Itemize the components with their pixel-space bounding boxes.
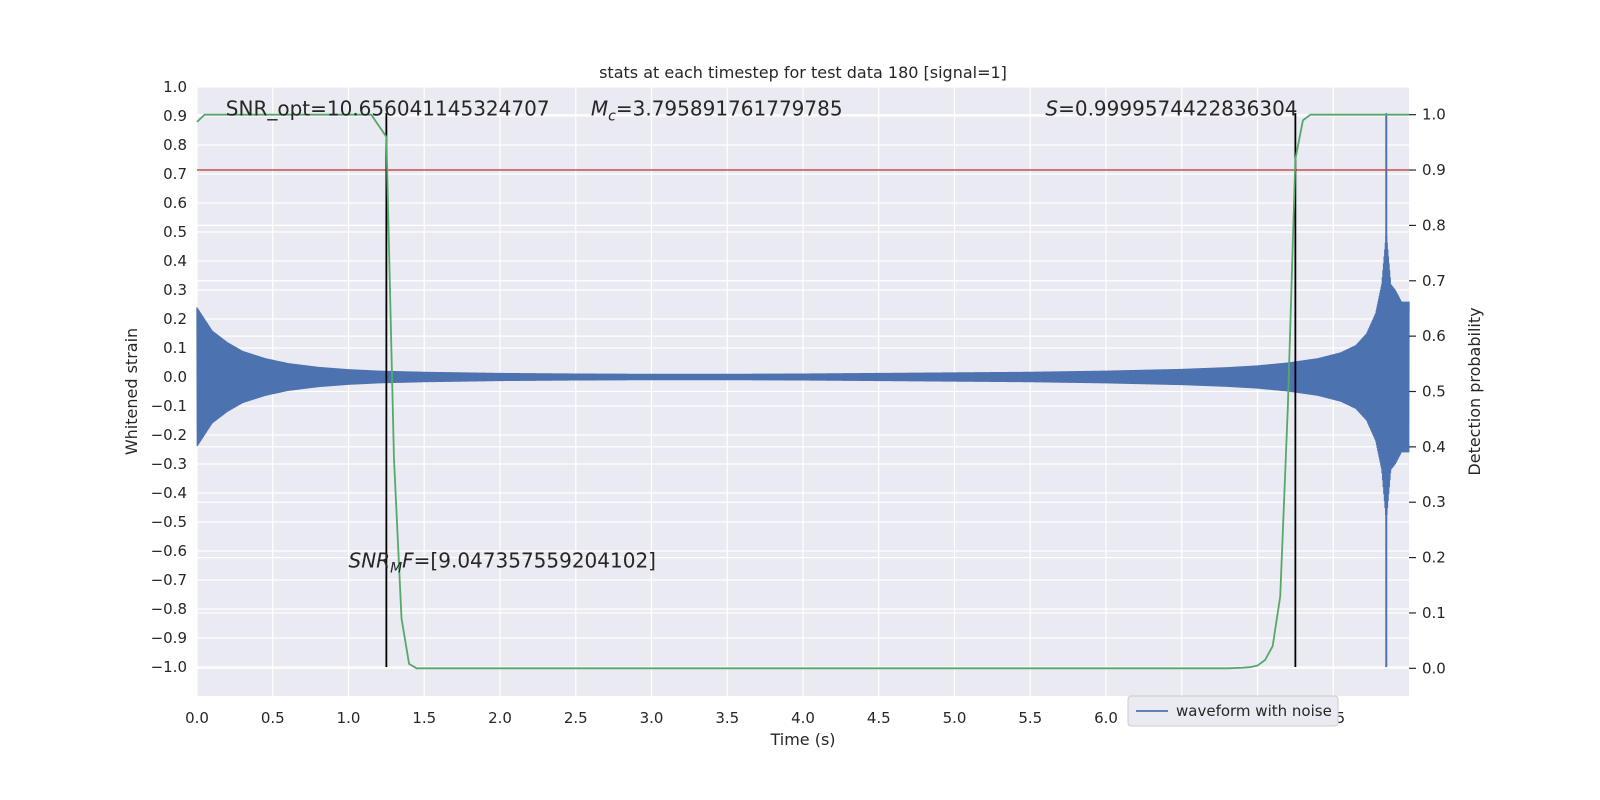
annotation-text: SNRMF=[9.047357559204102] (349, 549, 657, 577)
x-tick-label: 0.5 (261, 709, 285, 727)
marker-lines (385, 113, 1297, 667)
x-tick-label: 4.5 (867, 709, 891, 727)
legend-box (1127, 695, 1339, 727)
y-right-tick-label: 0.0 (1422, 659, 1446, 677)
annotation-value: =0.9999574422836304 (1058, 96, 1297, 120)
y-left-tick-label: −0.5 (151, 513, 187, 531)
y-left-tick-label: −0.1 (151, 397, 187, 415)
y-left-tick-label: −0.4 (151, 484, 187, 502)
detection-probability-series (196, 113, 1409, 670)
x-tick-label: 5.0 (943, 709, 967, 727)
legend-entry-label: waveform with noise (1176, 702, 1332, 720)
y-left-tick-label: −0.3 (151, 455, 187, 473)
y-left-tick-label: −0.7 (151, 571, 187, 589)
y-right-tick-label: 0.5 (1422, 383, 1446, 401)
y-left-tick-label: −0.2 (151, 426, 187, 444)
annotation-subscript: M (390, 561, 402, 577)
y-right-tick-label: 0.7 (1422, 272, 1446, 290)
y-right-tick-label: 0.4 (1422, 438, 1446, 456)
x-tick-label: 5.5 (1018, 709, 1042, 727)
detection-probability-line (196, 113, 1409, 670)
annotation-math: M (591, 96, 608, 120)
y-right-tick-label: 0.8 (1422, 216, 1446, 234)
x-tick-label: 4.0 (791, 709, 815, 727)
chart-title: stats at each timestep for test data 180… (599, 63, 1007, 82)
y-left-tick-label: 0.5 (163, 223, 187, 241)
annotation-text: Mc=3.795891761779785 (591, 96, 843, 124)
waveform-series (196, 113, 1410, 667)
y-left-tick-label: 0.2 (163, 310, 187, 328)
y-right-tick-label: 0.1 (1422, 604, 1446, 622)
y-right-tick-label: 0.3 (1422, 493, 1446, 511)
y-left-axis-ticks: 1.0 0.9 0.8 0.7 0.6 0.5 0.4 0.3 0.2 0.1 0.0 −0.1 −0.… (151, 78, 187, 676)
x-tick-label: 6.0 (1094, 709, 1118, 727)
y-left-tick-label: 0.0 (163, 368, 187, 386)
y-left-tick-label: −0.6 (151, 542, 187, 560)
y-left-tick-label: 0.7 (163, 165, 187, 183)
annotation-math: SNR (349, 549, 391, 573)
annotation-text: SNR_opt=10.656041145324707 (226, 96, 550, 120)
x-tick-label: 2.5 (564, 709, 588, 727)
y-left-tick-label: 0.4 (163, 252, 187, 270)
annotation-math: F (402, 549, 414, 573)
y-left-axis-label: Whitened strain (122, 328, 141, 455)
legend: waveform with noise (1127, 695, 1339, 727)
y-left-tick-label: −1.0 (151, 658, 187, 676)
y-left-tick-label: 0.1 (163, 339, 187, 357)
annotation-subscript: c (608, 108, 616, 124)
annotation-value: =3.795891761779785 (616, 96, 843, 120)
y-right-tick-label: 0.9 (1422, 161, 1446, 179)
annotation-text: S=0.9999574422836304 (1045, 96, 1297, 120)
y-left-tick-label: 1.0 (163, 78, 187, 96)
y-left-tick-label: 0.8 (163, 136, 187, 154)
y-left-tick-label: −0.8 (151, 600, 187, 618)
x-tick-label: 3.0 (640, 709, 664, 727)
y-left-tick-label: 0.3 (163, 281, 187, 299)
y-left-tick-label: −0.9 (151, 629, 187, 647)
y-right-tick-label: 1.0 (1422, 106, 1446, 124)
y-right-tick-label: 0.2 (1422, 549, 1446, 567)
annotation-value: =[9.047357559204102] (414, 549, 656, 573)
annotations: SNR_opt=10.656041145324707 Mc=3.795891761… (226, 96, 1298, 576)
y-right-axis-label: Detection probability (1465, 307, 1484, 475)
y-right-axis-ticks: 1.0 0.9 0.8 0.7 0.6 0.5 0.4 0.3 0.2 0.1 0.0 (1409, 106, 1446, 677)
x-tick-label: 0.0 (185, 709, 209, 727)
x-tick-label: 1.5 (412, 709, 436, 727)
x-tick-label: 1.0 (337, 709, 361, 727)
annotation-math: S (1045, 96, 1058, 120)
y-left-tick-label: 0.6 (163, 194, 187, 212)
x-tick-label: 3.5 (715, 709, 739, 727)
x-tick-label: 2.0 (488, 709, 512, 727)
y-right-tick-label: 0.6 (1422, 327, 1446, 345)
waveform-envelope (197, 259, 1409, 495)
y-left-tick-label: 0.9 (163, 107, 187, 125)
x-axis-label: Time (s) (769, 730, 835, 749)
